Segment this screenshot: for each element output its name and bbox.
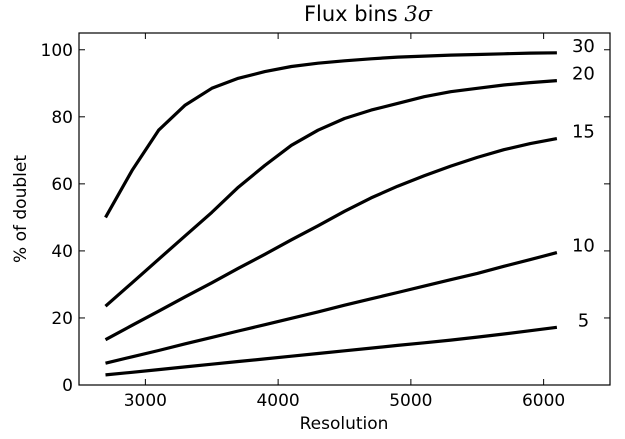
series-label-5: 5 xyxy=(578,310,589,331)
y-tick-label: 100 xyxy=(41,41,73,61)
y-tick-label: 80 xyxy=(51,108,73,128)
series-line-15 xyxy=(104,137,558,342)
series-labels: 30 20 15 10 5 xyxy=(572,36,595,331)
series-label-10: 10 xyxy=(572,236,595,257)
series-label-20: 20 xyxy=(572,64,595,85)
plot-frame xyxy=(78,32,611,386)
chart-title: Flux bins 3σ xyxy=(304,2,433,26)
series-lines xyxy=(104,51,558,377)
series-label-30: 30 xyxy=(572,36,595,57)
series-line-10 xyxy=(105,251,558,365)
x-tick-label: 5000 xyxy=(389,391,432,411)
x-axis-label: Resolution xyxy=(300,414,389,434)
y-tick-label: 40 xyxy=(51,242,73,262)
y-axis-label: % of doublet xyxy=(11,155,31,263)
x-tick-label: 6000 xyxy=(522,391,565,411)
x-tick-label: 3000 xyxy=(124,391,167,411)
series-label-15: 15 xyxy=(572,122,595,143)
y-tick-label: 60 xyxy=(51,175,73,195)
axis-ticks: 3000 4000 5000 6000 0 20 40 60 80 100 xyxy=(41,33,610,411)
series-line-20 xyxy=(104,79,558,308)
x-tick-label: 4000 xyxy=(256,391,299,411)
series-line-30 xyxy=(104,51,557,219)
y-tick-label: 0 xyxy=(62,376,73,396)
y-tick-label: 20 xyxy=(51,309,73,329)
series-line-5 xyxy=(105,325,558,377)
